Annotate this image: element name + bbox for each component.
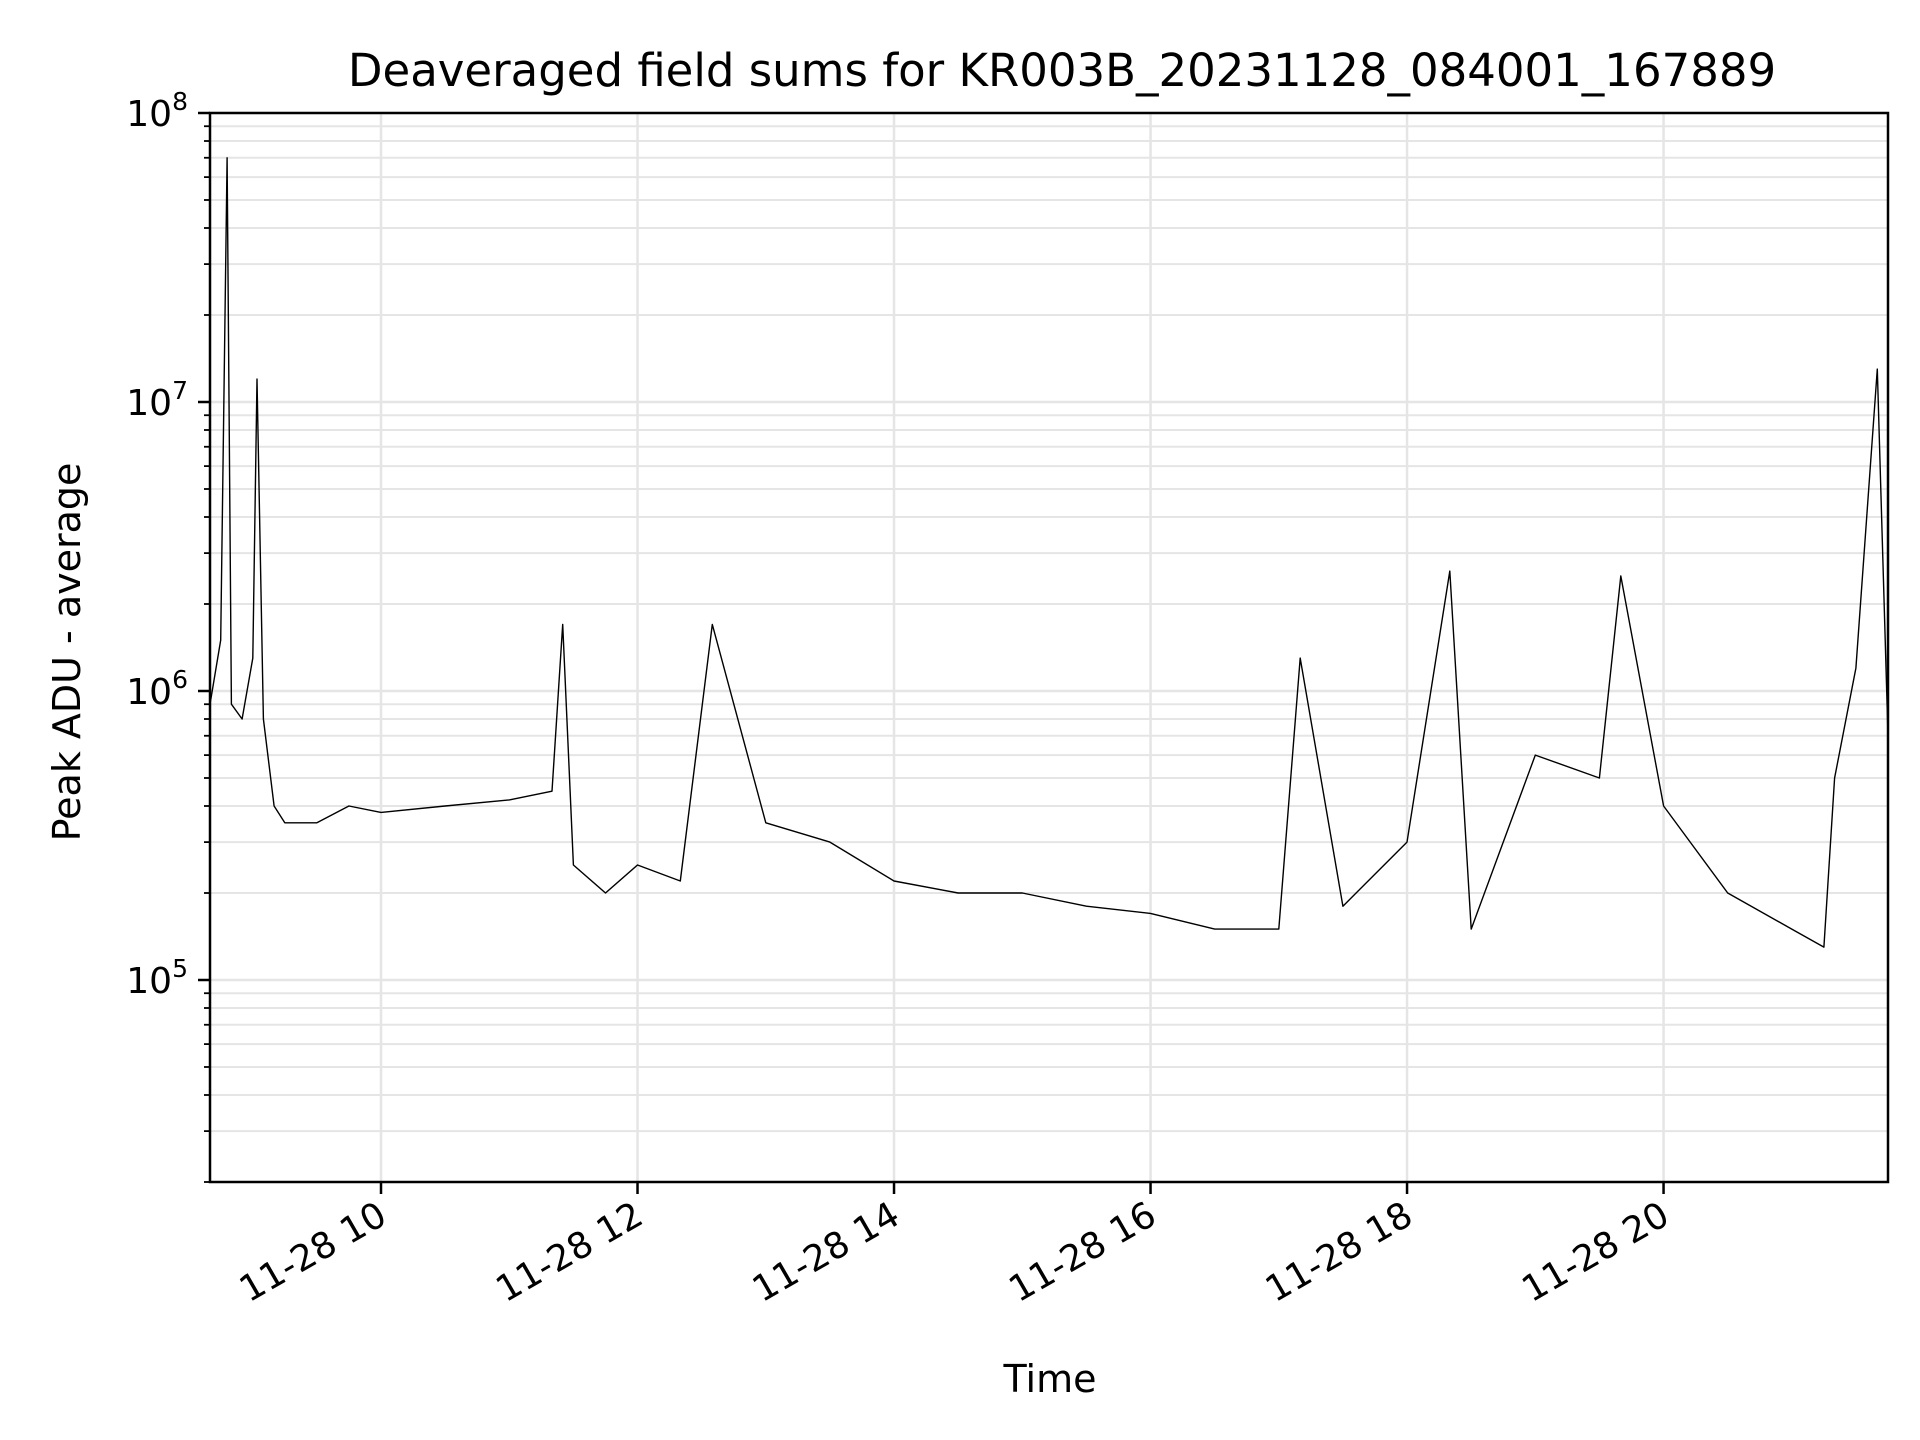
plot-area [210,157,1888,948]
y-tick-label-exponent: 6 [172,665,188,694]
y-tick-label: 107 [126,376,188,424]
y-tick-label: 106 [126,665,188,713]
series-line [210,157,1888,948]
y-tick-label-base: 10 [126,961,172,1002]
y-tick-label-exponent: 5 [172,954,188,983]
y-tick-label-base: 10 [126,383,172,424]
y-tick-label-base: 10 [126,672,172,713]
x-axis-label: Time [1003,1357,1097,1401]
y-tick-label-base: 10 [126,94,172,135]
y-tick-label-exponent: 8 [172,87,188,116]
chart-title: Deaveraged field sums for KR003B_2023112… [348,44,1776,97]
axes-frame [208,111,1890,1184]
y-tick-label-exponent: 7 [172,376,188,405]
y-tick-label: 108 [126,87,188,135]
y-axis-label: Peak ADU - average [45,463,89,842]
y-tick-label: 105 [126,954,188,1002]
